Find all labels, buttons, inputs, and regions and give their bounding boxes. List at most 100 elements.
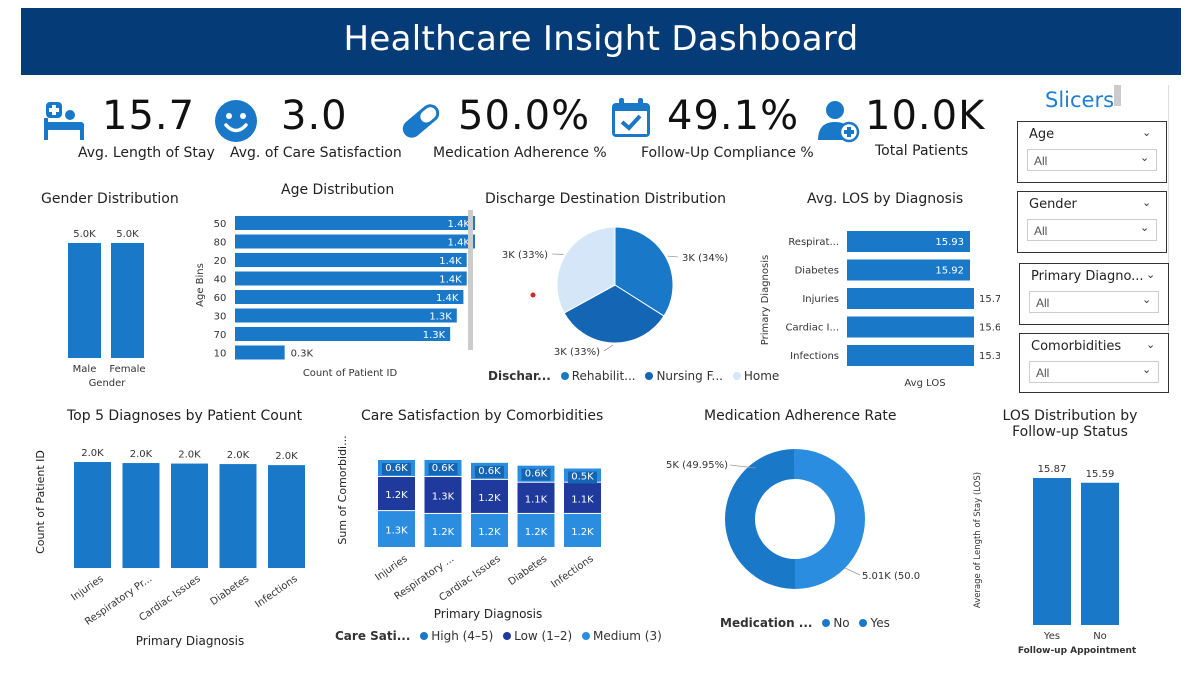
chart-bar: [847, 345, 974, 366]
chart-bar-segment: [564, 482, 601, 513]
slicer-label: Gender: [1029, 197, 1077, 212]
care-satisfaction-chart: 1.3K1.2K0.6KInjuries1.2K1.3K0.6KRespirat…: [336, 435, 601, 621]
legend-item[interactable]: Low (1–2): [514, 629, 573, 643]
marker-dot: [530, 292, 536, 298]
data-label: 5K (49.95%): [666, 460, 728, 471]
leader-line: [603, 344, 614, 352]
chart-bar: [268, 465, 305, 568]
slicer-dropdown[interactable]: All ⌄: [1027, 149, 1157, 171]
data-label: 1.4K: [439, 275, 462, 286]
kpi-value: 50.0%: [458, 93, 591, 139]
chevron-down-icon[interactable]: ⌄: [1142, 127, 1152, 139]
legend-title: Care Sati...: [335, 629, 411, 643]
legend-item[interactable]: Rehabilit...: [571, 369, 636, 383]
kpi-value: 3.0: [281, 93, 348, 139]
chevron-down-icon[interactable]: ⌄: [1146, 339, 1156, 351]
legend-item[interactable]: Home: [743, 369, 780, 383]
data-label: 1.4K: [448, 219, 471, 230]
donut-slice: [725, 449, 795, 589]
chevron-down-icon: ⌄: [1140, 222, 1150, 234]
kpi-label: Avg. Length of Stay: [78, 145, 215, 161]
tick-label: 20: [214, 256, 227, 267]
data-label: 15.59: [1086, 469, 1115, 480]
chart-bar: [847, 288, 974, 309]
legend-swatch: [560, 372, 569, 380]
tick-label: Infections: [549, 553, 595, 590]
slicers-scrollbar[interactable]: [1114, 85, 1121, 106]
tick-label: 50: [214, 219, 227, 230]
chart-bar-segment: [564, 513, 601, 547]
tick-label: 70: [214, 330, 227, 341]
axis-title: Primary Diagnosis: [434, 607, 543, 621]
slicer-label: Comorbidities: [1031, 339, 1122, 354]
data-label: 3K (33%): [502, 250, 548, 261]
chevron-down-icon[interactable]: ⌄: [1146, 269, 1156, 281]
data-label: 1.3K: [432, 491, 455, 502]
chart-title-line: LOS Distribution by: [1002, 408, 1138, 424]
chart-bar: [235, 253, 467, 267]
data-label: 2.0K: [227, 450, 250, 461]
data-label: 5.0K: [73, 229, 96, 240]
slicer-dropdown[interactable]: All ⌄: [1029, 361, 1159, 383]
data-label: 0.3K: [291, 349, 314, 360]
data-label: 5.01K (50.05%): [862, 571, 920, 582]
chevron-down-icon[interactable]: ⌄: [1142, 197, 1152, 209]
data-label: 1.4K: [439, 256, 462, 267]
legend-swatch: [645, 372, 654, 380]
chart-bar: [171, 463, 208, 568]
legend-item[interactable]: Medium (3): [593, 629, 662, 643]
slicer-gender[interactable]: Gender ⌄ All ⌄: [1017, 191, 1167, 253]
slicer-age[interactable]: Age ⌄ All ⌄: [1017, 121, 1167, 183]
legend-item[interactable]: High (4–5): [431, 629, 494, 643]
tick-label: 10: [214, 349, 227, 360]
slicer-value: All: [1036, 366, 1050, 380]
chart-bar: [74, 462, 111, 568]
tick-label: Infections: [253, 573, 299, 610]
slicer-primary-diagnosis[interactable]: Primary Diagno... ⌄ All ⌄: [1019, 263, 1169, 325]
panel-divider: [1168, 85, 1169, 385]
data-label: 1.2K: [571, 527, 594, 538]
data-label: 0.5K: [571, 472, 594, 483]
chart-bar: [235, 327, 451, 341]
data-label: 1.2K: [432, 527, 455, 538]
legend-title: Medication ...: [720, 616, 813, 630]
slicer-dropdown[interactable]: All ⌄: [1029, 291, 1159, 313]
donut-slice: [794, 449, 866, 589]
data-label: 1.3K: [385, 526, 408, 537]
legend-item[interactable]: No: [833, 616, 850, 630]
legend-item[interactable]: Nursing F...: [656, 369, 723, 383]
chart-bar: [235, 234, 475, 249]
tick-label: Cardiac I...: [786, 323, 839, 334]
slicer-comorbidities[interactable]: Comorbidities ⌄ All ⌄: [1019, 333, 1169, 393]
data-label: 1.1K: [525, 494, 548, 505]
chart-bar-segment: [424, 477, 462, 513]
chart-title-medication-adherence: Medication Adherence Rate: [704, 408, 897, 424]
chevron-down-icon: ⌄: [1140, 152, 1150, 164]
data-label: 5.0K: [116, 229, 139, 240]
chart-title-los-follow-up: LOS Distribution by Follow-up Status: [985, 408, 1155, 440]
chart-bar: [1033, 478, 1071, 625]
kpi-label: Medication Adherence %: [433, 145, 607, 161]
legend-item[interactable]: Yes: [870, 616, 890, 630]
data-label: 15.73: [979, 294, 1000, 305]
chart-bar: [847, 259, 970, 281]
age-chart-scrollbar[interactable]: [468, 210, 473, 350]
tick-label: Female: [109, 364, 145, 375]
data-label: 2.0K: [130, 449, 153, 460]
legend-swatch: [420, 632, 429, 640]
chart-bar-segment: [378, 511, 415, 547]
axis-title: Primary Diagnosis: [136, 634, 245, 648]
data-label: 2.0K: [178, 450, 201, 461]
data-label: 1.2K: [478, 527, 501, 538]
page-title: Healthcare Insight Dashboard: [343, 19, 859, 59]
tick-label: 30: [214, 312, 227, 323]
slicer-value: All: [1036, 296, 1050, 310]
axis-title: Avg LOS: [904, 378, 945, 389]
chart-bar: [235, 216, 475, 230]
axis-title: Primary Diagnosis: [760, 255, 771, 345]
slicer-dropdown[interactable]: All ⌄: [1027, 219, 1157, 241]
chevron-down-icon: ⌄: [1142, 294, 1152, 306]
data-label: 1.4K: [448, 238, 471, 249]
chart-bar: [68, 243, 101, 358]
tick-label: 60: [214, 293, 227, 304]
